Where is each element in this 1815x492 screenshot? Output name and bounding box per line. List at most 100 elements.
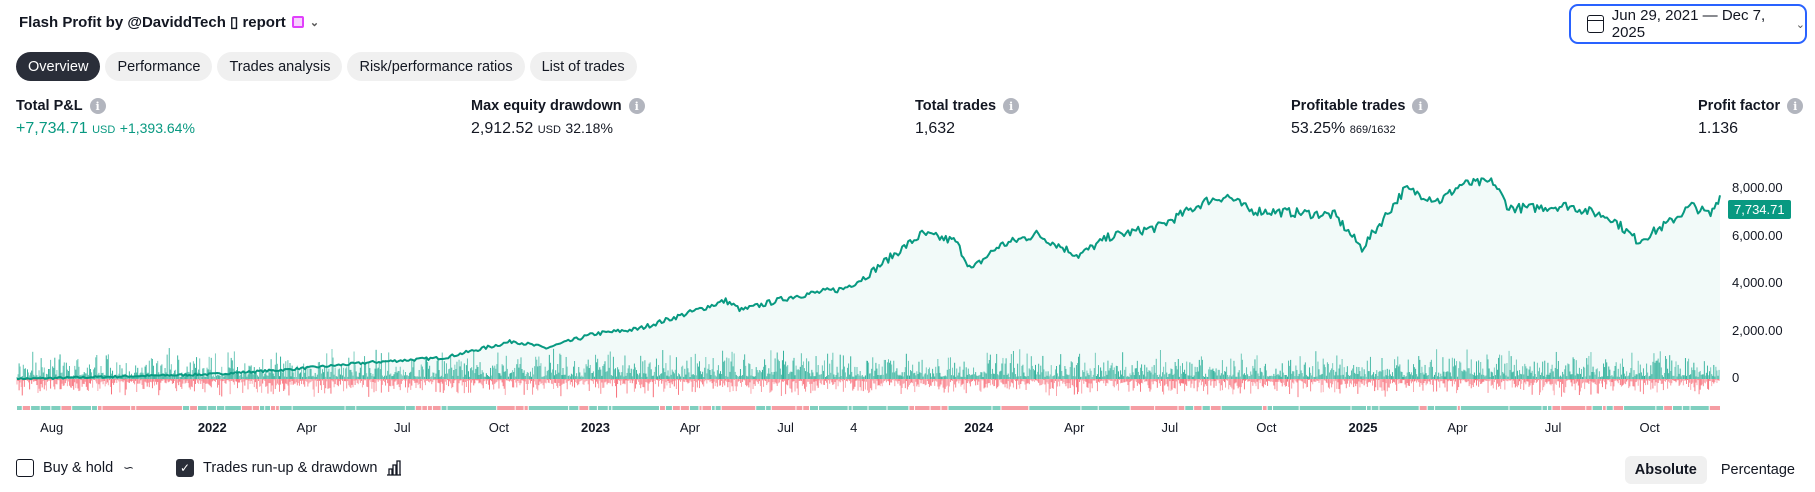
chart-options: Buy & hold ∽ ✓ Trades run-up & drawdown xyxy=(16,459,402,477)
stat-value: 53.25% xyxy=(1291,120,1346,137)
trade-strip-segment xyxy=(1592,406,1603,410)
trade-strip-segment xyxy=(665,406,672,410)
trade-strip-segment xyxy=(702,406,712,410)
trade-strip-segment xyxy=(1457,406,1460,410)
stat-percent: 32.18% xyxy=(565,120,613,136)
x-tick-label: Apr xyxy=(1447,420,1468,435)
stat-label: Profit factor xyxy=(1698,98,1781,114)
buy-hold-label[interactable]: Buy & hold xyxy=(43,460,114,476)
trade-strip-segment xyxy=(809,406,819,410)
buy-hold-checkbox[interactable] xyxy=(16,459,34,477)
trade-strip-segment xyxy=(1656,406,1664,410)
trade-strip-segment xyxy=(660,406,665,410)
trade-strip-segment xyxy=(948,406,992,410)
trade-strip-segment xyxy=(270,406,276,410)
trade-strip-segment xyxy=(1221,406,1262,410)
trade-strip-segment xyxy=(868,406,887,410)
trade-strip-segment xyxy=(292,406,345,410)
x-tick-label: Apr xyxy=(296,420,317,435)
trade-strip-segment xyxy=(680,406,689,410)
trade-strip-segment xyxy=(1194,406,1202,410)
x-tick-label: Aug xyxy=(40,420,64,435)
tab-risk-ratios[interactable]: Risk/performance ratios xyxy=(347,52,525,81)
trade-strip-segment xyxy=(689,406,699,410)
trade-strip-segment xyxy=(72,406,91,410)
trade-strip-segment xyxy=(941,406,948,410)
trade-strip-segment xyxy=(1351,406,1367,410)
stat-detail: 869/1632 xyxy=(1349,124,1396,136)
trade-strip-segment xyxy=(182,406,190,410)
calendar-badge-icon xyxy=(291,16,304,28)
runup-label[interactable]: Trades run-up & drawdown xyxy=(203,460,378,476)
info-icon[interactable]: i xyxy=(1003,98,1020,114)
trade-strip-segment xyxy=(1606,406,1613,410)
x-tick-label: Jul xyxy=(394,420,411,435)
x-tick-label: 2024 xyxy=(964,420,994,435)
trade-strip-segment xyxy=(252,406,259,410)
report-title[interactable]: Flash Profit by @DaviddTech ▯ report ⌄ xyxy=(19,13,319,31)
trade-strip-segment xyxy=(528,406,569,410)
trade-strip-segment xyxy=(1185,406,1194,410)
stat-total-pnl: Total P&L i +7,734.71 USD +1,393.64% xyxy=(16,98,195,138)
info-icon[interactable]: i xyxy=(1412,98,1429,114)
tab-trades-analysis[interactable]: Trades analysis xyxy=(217,52,343,81)
tab-performance[interactable]: Performance xyxy=(105,52,213,81)
stat-unit: USD xyxy=(537,124,561,136)
trade-strip-segment xyxy=(771,406,796,410)
trade-strip-segment xyxy=(40,406,51,410)
stat-label: Profitable trades xyxy=(1291,98,1406,114)
trade-strip-segment xyxy=(1709,406,1720,410)
equity-line xyxy=(17,177,1721,380)
trade-strip-segment xyxy=(427,406,432,410)
trade-strip-segment xyxy=(17,406,22,410)
trade-strip-segment xyxy=(1262,406,1267,410)
trade-strip-segment xyxy=(699,406,702,410)
y-tick-label: 8,000.00 xyxy=(1732,180,1783,195)
absolute-button[interactable]: Absolute xyxy=(1624,456,1707,484)
trade-strip-segment xyxy=(276,406,279,410)
info-icon[interactable]: i xyxy=(1787,98,1804,114)
runup-checkbox[interactable]: ✓ xyxy=(176,459,195,477)
trade-strip-segment xyxy=(356,406,405,410)
trade-strip-segment xyxy=(51,406,61,410)
trade-strip-segment xyxy=(1098,406,1130,410)
trade-strip-segment xyxy=(1552,406,1561,410)
percentage-button[interactable]: Percentage xyxy=(1720,462,1795,478)
trade-strip-segment xyxy=(61,406,72,410)
line-chart-icon: ∽ xyxy=(123,460,135,475)
stat-label: Total P&L xyxy=(16,98,83,114)
trade-strip-segment xyxy=(415,406,422,410)
trade-strip-segment xyxy=(22,406,31,410)
x-tick-label: Oct xyxy=(1639,420,1660,435)
x-tick-label: Jul xyxy=(1544,420,1562,435)
trade-strip-segment xyxy=(515,406,524,410)
x-tick-label: 2022 xyxy=(197,420,227,435)
x-tick-label: Jul xyxy=(1161,420,1179,435)
stat-total-trades: Total trades i 1,632 xyxy=(915,98,1020,138)
trade-strip-segment xyxy=(992,406,1001,410)
trade-strip-segment xyxy=(1613,406,1624,410)
trade-strip-segment xyxy=(1367,406,1371,410)
trade-strip-segment xyxy=(441,406,447,410)
trade-strip-segment xyxy=(1586,406,1592,410)
tab-overview[interactable]: Overview xyxy=(16,52,101,81)
x-tick-label: Oct xyxy=(488,420,510,435)
y-tick-label: 6,000.00 xyxy=(1732,227,1783,243)
stat-unit: USD xyxy=(92,124,116,136)
trade-strip-segment xyxy=(1202,406,1210,410)
trade-strip-segment xyxy=(497,406,515,410)
trade-strip-segment xyxy=(852,406,868,410)
info-icon[interactable]: i xyxy=(89,98,106,114)
stat-max-drawdown: Max equity drawdown i 2,912.52 USD 32.18% xyxy=(471,98,645,138)
trade-strip-segment xyxy=(345,406,356,410)
date-range-text: Jun 29, 2021 — Dec 7, 2025 xyxy=(1611,7,1766,41)
display-mode-toggle: Absolute Percentage xyxy=(1624,456,1805,484)
x-tick-label: Oct xyxy=(1256,420,1277,435)
trade-strip-segment xyxy=(405,406,415,410)
trade-strip-segment xyxy=(608,406,612,410)
tab-list-of-trades[interactable]: List of trades xyxy=(529,52,637,81)
info-icon[interactable]: i xyxy=(628,98,645,114)
date-range-button[interactable]: Jun 29, 2021 — Dec 7, 2025 ⌄ xyxy=(1569,4,1807,44)
trade-strip-segment xyxy=(91,406,97,410)
